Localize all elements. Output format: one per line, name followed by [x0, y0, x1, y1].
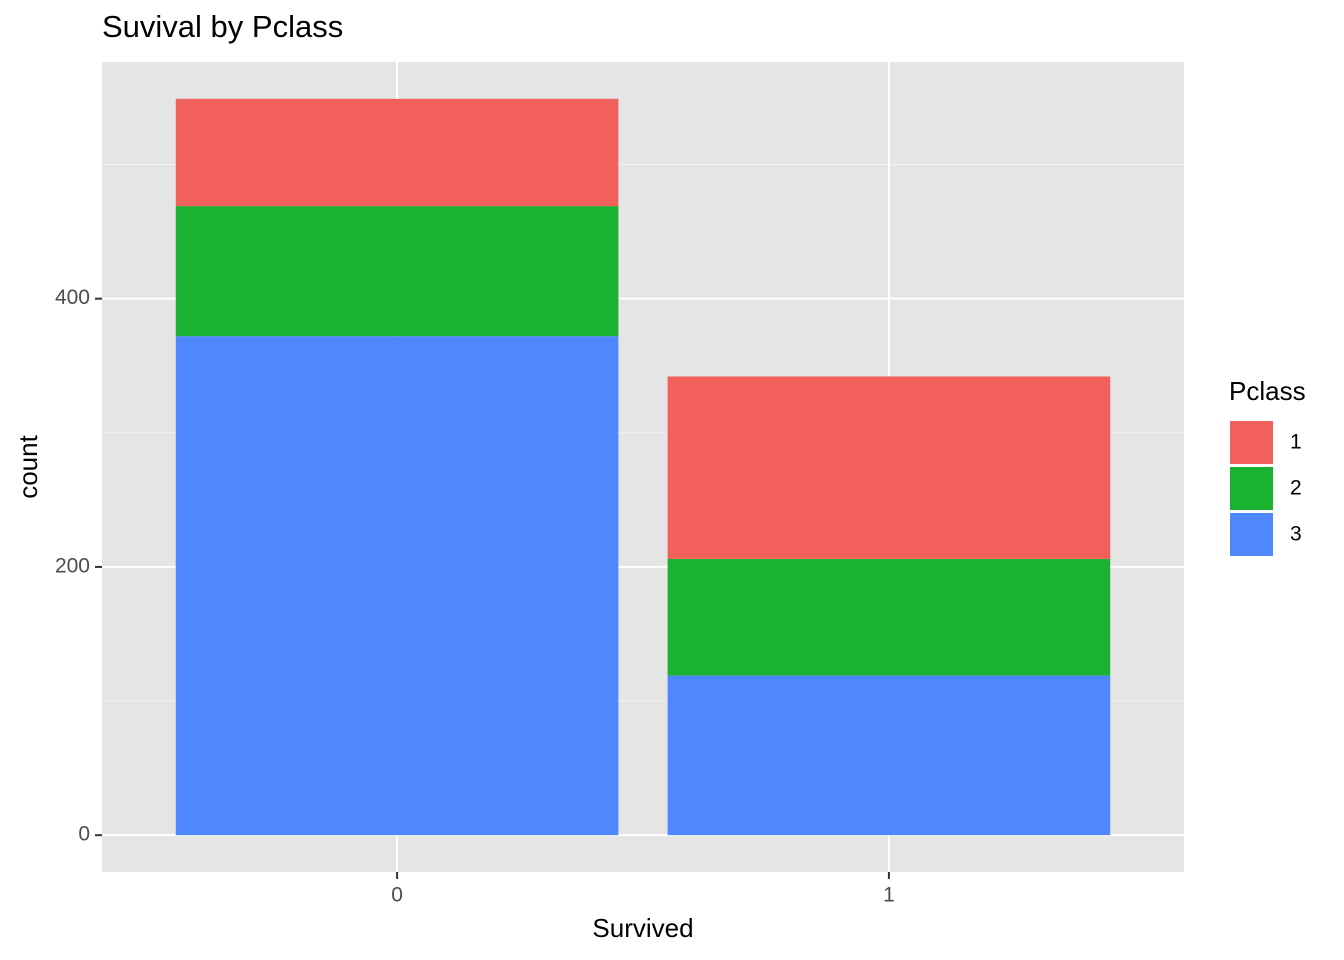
x-axis-label: Survived [592, 913, 693, 943]
legend-label: 1 [1290, 431, 1302, 454]
legend-key [1230, 513, 1273, 556]
legend-label: 3 [1290, 523, 1302, 546]
y-tick-label: 400 [55, 286, 90, 309]
legend-label: 2 [1290, 477, 1302, 500]
bar-segment [175, 336, 619, 836]
bar-segment [175, 206, 619, 337]
bar-segment [175, 98, 619, 207]
y-tick-label: 200 [55, 554, 90, 577]
x-tick-label: 1 [883, 884, 895, 907]
bar-segment [667, 558, 1111, 676]
bar-segment [667, 376, 1111, 559]
x-tick-label: 0 [391, 884, 403, 907]
y-tick-label: 0 [78, 823, 90, 846]
legend-key [1230, 421, 1273, 464]
legend-key [1230, 467, 1273, 510]
y-axis-label: count [13, 434, 43, 498]
bar-segment [667, 675, 1111, 836]
chart-title: Suvival by Pclass [102, 9, 343, 44]
legend-title: Pclass [1229, 376, 1306, 406]
